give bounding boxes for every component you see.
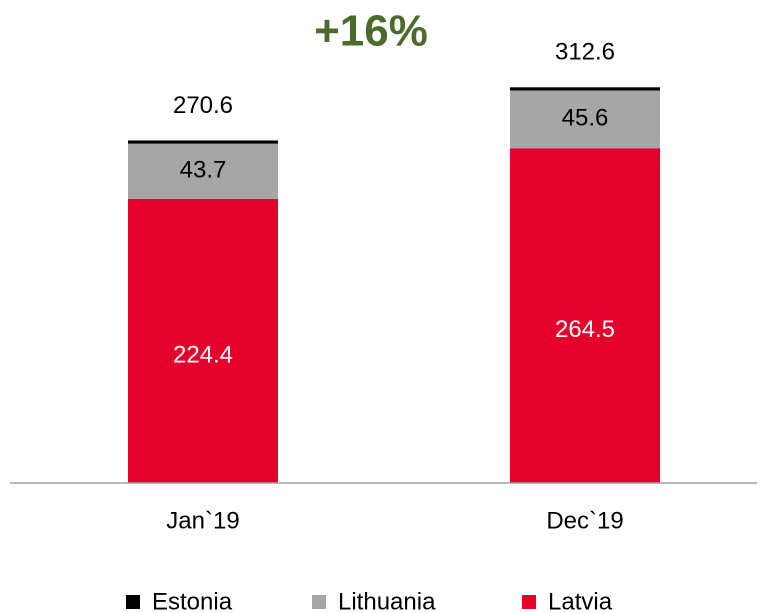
total-label: 312.6 (555, 39, 615, 66)
bar-segment (128, 143, 278, 199)
bar-segment (510, 148, 660, 484)
bar-segment (128, 198, 278, 483)
data-label: 264.5 (555, 316, 615, 343)
x-tick-label: Dec`19 (546, 507, 623, 534)
legend-swatch (126, 595, 140, 609)
x-tick-label: Jan`19 (166, 507, 239, 534)
growth-annotation: +16% (314, 7, 428, 56)
legend-label: Latvia (548, 588, 613, 613)
legend-label: Lithuania (338, 588, 436, 613)
legend-label: Estonia (152, 588, 233, 613)
legend-swatch (312, 595, 326, 609)
data-label: 224.4 (173, 341, 233, 368)
bar-segment (510, 87, 660, 91)
legend-swatch (522, 595, 536, 609)
total-label: 270.6 (173, 92, 233, 119)
bar-segment (128, 140, 278, 144)
data-label: 45.6 (562, 105, 609, 132)
data-label: 43.7 (180, 157, 227, 184)
bar-segment (510, 90, 660, 149)
